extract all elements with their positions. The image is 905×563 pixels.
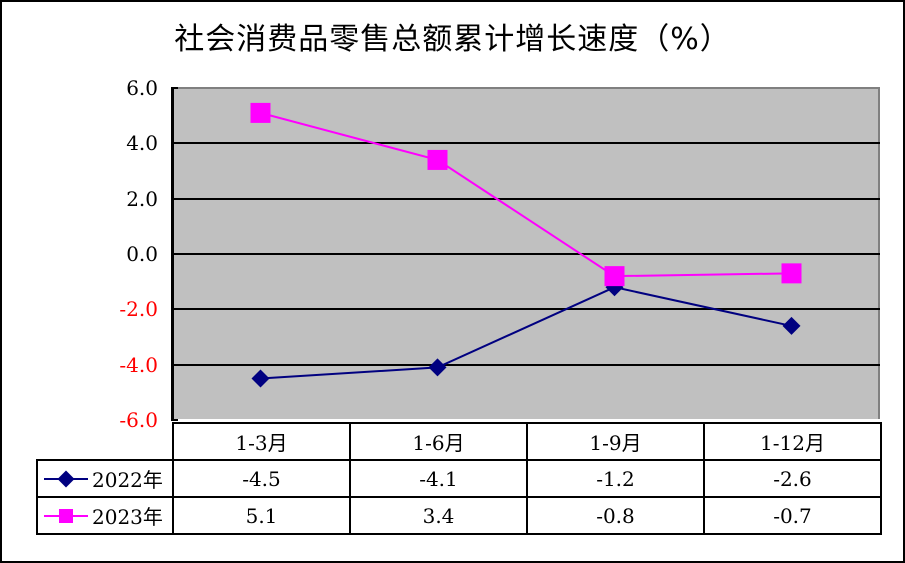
diamond-marker-icon bbox=[57, 470, 75, 487]
square-marker-icon bbox=[781, 263, 802, 284]
header-h1: 1-6月 bbox=[349, 422, 528, 461]
cell-2022-q3: -1.2 bbox=[526, 459, 705, 498]
cell-2022-h1: -4.1 bbox=[349, 459, 528, 498]
table-corner bbox=[37, 423, 174, 461]
diamond-marker-icon bbox=[251, 369, 270, 388]
y-tick-label: -4.0 bbox=[119, 352, 158, 377]
series-line bbox=[260, 111, 792, 278]
legend-2023: 2023年 bbox=[36, 496, 174, 535]
y-tick-label: -2.0 bbox=[119, 297, 158, 322]
square-marker-icon bbox=[604, 266, 625, 287]
table-header-row: 1-3月 1-6月 1-9月 1-12月 bbox=[37, 422, 882, 461]
series-line bbox=[260, 286, 792, 380]
data-table: 1-3月 1-6月 1-9月 1-12月 2022年 -4.5 -4.1 -1.… bbox=[36, 422, 882, 535]
y-tick-mark bbox=[172, 308, 178, 311]
legend-2022: 2022年 bbox=[36, 459, 174, 498]
y-tick-mark bbox=[172, 87, 178, 89]
gridline bbox=[172, 197, 880, 200]
y-tick-label: 0.0 bbox=[126, 242, 158, 266]
gridline bbox=[172, 253, 880, 255]
diamond-marker-icon bbox=[428, 358, 447, 377]
gridline bbox=[172, 142, 880, 145]
header-q1: 1-3月 bbox=[172, 422, 351, 461]
legend-label-2022: 2022年 bbox=[92, 468, 163, 492]
cell-2023-h1: 3.4 bbox=[349, 496, 528, 535]
y-tick-mark bbox=[172, 197, 178, 200]
gridline bbox=[172, 308, 880, 311]
y-axis-line bbox=[171, 87, 174, 421]
chart-title: 社会消费品零售总额累计增长速度（%） bbox=[174, 22, 731, 57]
y-tick-mark bbox=[172, 253, 178, 255]
gridline bbox=[172, 363, 880, 366]
diamond-marker-icon bbox=[782, 316, 801, 335]
square-marker-icon bbox=[250, 102, 271, 123]
y-tick-label: 4.0 bbox=[126, 131, 158, 156]
cell-2023-q1: 5.1 bbox=[172, 496, 351, 535]
cell-2022-q1: -4.5 bbox=[172, 459, 351, 498]
cell-2023-fy: -0.7 bbox=[703, 496, 882, 535]
legend-label-2023: 2023年 bbox=[92, 505, 163, 529]
header-full-year: 1-12月 bbox=[703, 422, 882, 461]
y-tick-mark bbox=[172, 419, 178, 421]
square-marker-icon bbox=[427, 149, 448, 170]
table-row-2023: 2023年 5.1 3.4 -0.8 -0.7 bbox=[36, 496, 882, 535]
square-marker-icon bbox=[59, 508, 73, 523]
header-q3: 1-9月 bbox=[526, 422, 705, 461]
legend-key-2023 bbox=[44, 506, 88, 526]
cell-2023-q3: -0.8 bbox=[526, 496, 705, 535]
y-tick-label: 2.0 bbox=[126, 186, 158, 211]
legend-key-2022 bbox=[44, 469, 88, 489]
cell-2022-fy: -2.6 bbox=[703, 459, 882, 498]
y-tick-label: 6.0 bbox=[126, 76, 158, 100]
y-tick-mark bbox=[172, 363, 178, 366]
y-tick-mark bbox=[172, 142, 178, 145]
table-row-2022: 2022年 -4.5 -4.1 -1.2 -2.6 bbox=[36, 459, 882, 498]
